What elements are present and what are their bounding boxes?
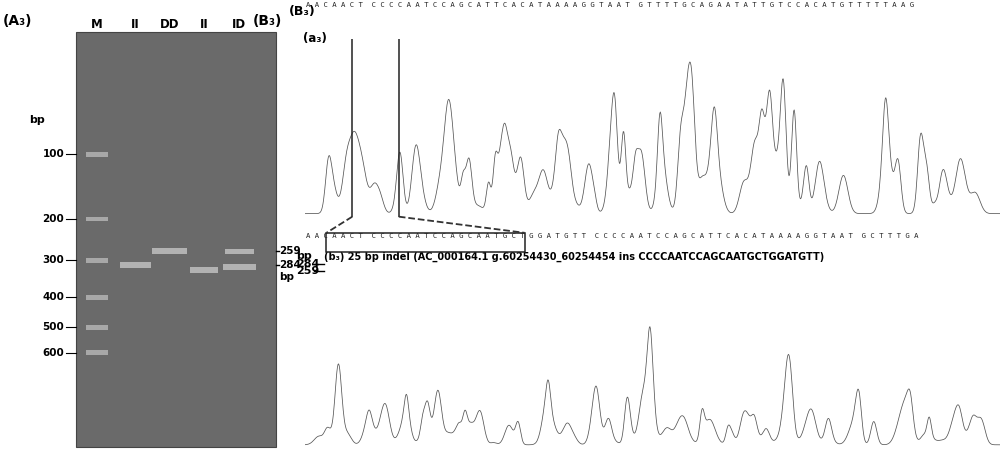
Text: 259: 259 [296, 266, 319, 277]
Text: M: M [91, 18, 103, 31]
Text: 284: 284 [279, 260, 301, 270]
Bar [225, 249, 254, 254]
Bar [86, 258, 108, 263]
Text: bp: bp [29, 115, 45, 125]
Text: bp: bp [296, 251, 311, 261]
Text: bp: bp [279, 272, 294, 282]
Text: DD: DD [160, 18, 179, 31]
Text: 284: 284 [296, 259, 319, 269]
Bar [326, 233, 525, 252]
Text: (b₃) 25 bp indel (AC_000164.1 g.60254430_60254454 ins CCCCAATCCAGCAATGCTGGATGTT): (b₃) 25 bp indel (AC_000164.1 g.60254430… [324, 251, 825, 261]
Text: (a₃): (a₃) [303, 32, 327, 45]
Bar [223, 265, 256, 270]
Text: 200: 200 [42, 214, 64, 224]
Bar [76, 32, 276, 447]
Text: 600: 600 [42, 348, 64, 358]
Bar [152, 248, 187, 254]
Bar [86, 295, 108, 300]
Text: II: II [131, 18, 140, 31]
Text: II: II [199, 18, 208, 31]
Bar [352, 37, 399, 219]
Text: 259: 259 [279, 246, 301, 256]
Text: A A C A A C T  C C C C A A T C C A G C A A T G C T G G A T G T T  C C C C A A T : A A C A A C T C C C C A A T C C A G C A … [306, 233, 919, 239]
Bar [190, 266, 218, 273]
Text: A A C A A C T  C C C C A A T C C A G C A T T C A C A T A A A A G G T A A T  G T : A A C A A C T C C C C A A T C C A G C A … [306, 2, 915, 8]
Text: 100: 100 [42, 149, 64, 160]
Text: 400: 400 [42, 292, 64, 302]
Bar [86, 217, 108, 221]
Bar [120, 262, 151, 268]
Bar [86, 350, 108, 355]
Text: (A₃): (A₃) [3, 14, 32, 28]
Text: 300: 300 [42, 255, 64, 266]
Bar [86, 152, 108, 157]
Text: ID: ID [232, 18, 246, 31]
Text: (B₃): (B₃) [253, 14, 282, 28]
Bar [86, 325, 108, 330]
Text: (B₃): (B₃) [289, 5, 315, 18]
Text: 500: 500 [42, 322, 64, 332]
